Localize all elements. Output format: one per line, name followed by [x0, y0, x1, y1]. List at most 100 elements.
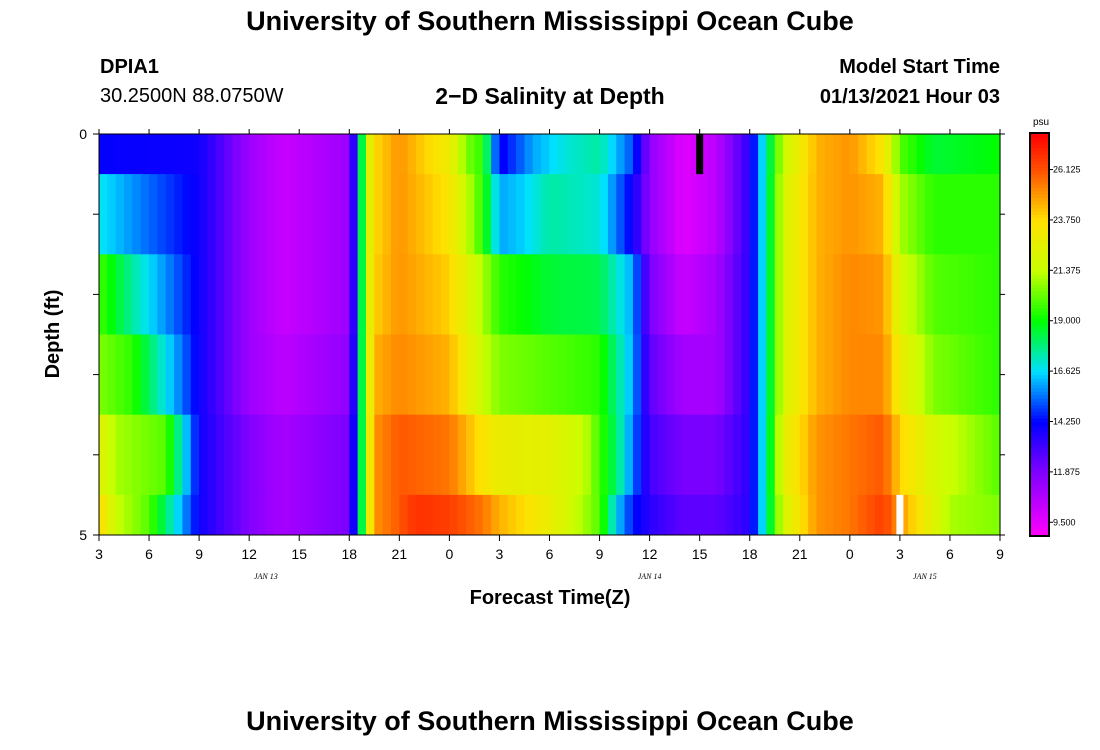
heatmap-cell — [783, 174, 793, 255]
heatmap-cell — [199, 254, 209, 335]
heatmap-cell — [641, 174, 651, 255]
heatmap-cell — [774, 414, 784, 496]
heatmap-cell — [949, 414, 959, 496]
heatmap-cell — [307, 134, 317, 175]
heatmap-cell — [758, 174, 768, 255]
heatmap-cell — [149, 174, 158, 255]
heatmap-cell — [299, 414, 309, 496]
heatmap-cell — [749, 134, 759, 175]
colorbar-segment — [1030, 357, 1049, 362]
heatmap-cell — [883, 494, 893, 536]
heatmap-cell — [424, 254, 434, 335]
heatmap-cell — [182, 334, 192, 416]
heatmap-cell — [899, 134, 909, 175]
heatmap-cell — [724, 254, 734, 335]
heatmap-cell — [224, 254, 234, 335]
heatmap-cell — [357, 334, 367, 416]
heatmap-cell — [157, 134, 167, 175]
heatmap-cell — [340, 414, 350, 496]
colorbar-tick-label: 9.500 — [1053, 517, 1076, 527]
heatmap-cell — [482, 494, 492, 536]
colorbar-segment — [1030, 454, 1049, 459]
heatmap-cell — [858, 414, 868, 496]
heatmap-cell — [774, 334, 784, 416]
heatmap-cell — [432, 494, 442, 536]
heatmap-cell — [582, 494, 592, 536]
colorbar-unit: psu — [1033, 117, 1049, 128]
heatmap-cell — [749, 414, 759, 496]
heatmap-cell — [624, 494, 634, 536]
heatmap-cell — [407, 334, 417, 416]
heatmap-cell — [407, 254, 417, 335]
heatmap-cell — [332, 174, 342, 255]
colorbar-segment — [1030, 431, 1049, 436]
heatmap-cell — [682, 174, 692, 255]
heatmap-cell — [641, 254, 651, 335]
heatmap-cell — [524, 174, 534, 255]
heatmap-cell — [174, 134, 184, 175]
heatmap-cell — [616, 134, 626, 175]
heatmap-cell — [949, 134, 959, 175]
heatmap-cell — [833, 254, 843, 335]
heatmap-cell — [958, 134, 968, 175]
heatmap-cell — [933, 134, 943, 175]
heatmap-cell — [741, 414, 751, 496]
heatmap-cell — [891, 174, 901, 255]
heatmap-cell — [966, 174, 976, 255]
heatmap-cell — [866, 134, 876, 175]
heatmap-cell — [124, 174, 133, 255]
heatmap-cell — [416, 254, 425, 335]
heatmap-cell — [249, 414, 259, 496]
heatmap-cell — [632, 334, 642, 416]
missing-data-mark — [696, 134, 704, 175]
heatmap-cell — [199, 134, 209, 175]
heatmap-cell — [874, 494, 884, 536]
heatmap-cell — [516, 414, 526, 496]
heatmap-cell — [866, 494, 876, 536]
heatmap-cell — [541, 134, 551, 175]
heatmap-cell — [382, 414, 392, 496]
heatmap-cell — [282, 254, 292, 335]
heatmap-cell — [799, 134, 809, 175]
heatmap-cell — [432, 174, 442, 255]
heatmap-cell — [441, 174, 450, 255]
heatmap-cell — [699, 334, 709, 416]
colorbar-segment — [1030, 267, 1049, 272]
heatmap-cell — [949, 494, 959, 536]
heatmap-cell — [149, 414, 158, 496]
heatmap-cell — [682, 494, 692, 536]
x-tick-label: 12 — [642, 546, 658, 562]
heatmap-cell — [499, 494, 509, 536]
heatmap-cell — [616, 494, 626, 536]
heatmap-cell — [908, 174, 918, 255]
heatmap-cell — [616, 334, 626, 416]
heatmap-cell — [874, 174, 884, 255]
heatmap-cell — [516, 494, 526, 536]
heatmap-cell — [808, 254, 818, 335]
heatmap-cell — [507, 134, 517, 175]
heatmap-cell — [382, 174, 392, 255]
heatmap-cell — [708, 494, 717, 536]
colorbar-segment — [1030, 428, 1049, 433]
heatmap-cell — [115, 414, 125, 496]
colorbar-segment — [1030, 297, 1049, 302]
heatmap-cell — [491, 494, 501, 536]
heatmap-cell — [441, 414, 450, 496]
heatmap-cell — [816, 494, 826, 536]
heatmap-cell — [983, 334, 993, 416]
colorbar-segment — [1030, 374, 1049, 379]
heatmap-cell — [874, 334, 884, 416]
heatmap-cell — [290, 174, 300, 255]
heatmap-cell — [549, 254, 559, 335]
colorbar-segment — [1030, 174, 1049, 179]
heatmap-cell — [841, 254, 851, 335]
heatmap-cell — [424, 134, 434, 175]
heatmap-cell — [949, 334, 959, 416]
heatmap-cell — [783, 414, 793, 496]
heatmap-cell — [199, 334, 209, 416]
heatmap-cell — [215, 414, 225, 496]
heatmap-cell — [874, 134, 884, 175]
heatmap-cell — [99, 134, 108, 175]
heatmap-cell — [974, 414, 984, 496]
colorbar-segment — [1030, 240, 1049, 245]
